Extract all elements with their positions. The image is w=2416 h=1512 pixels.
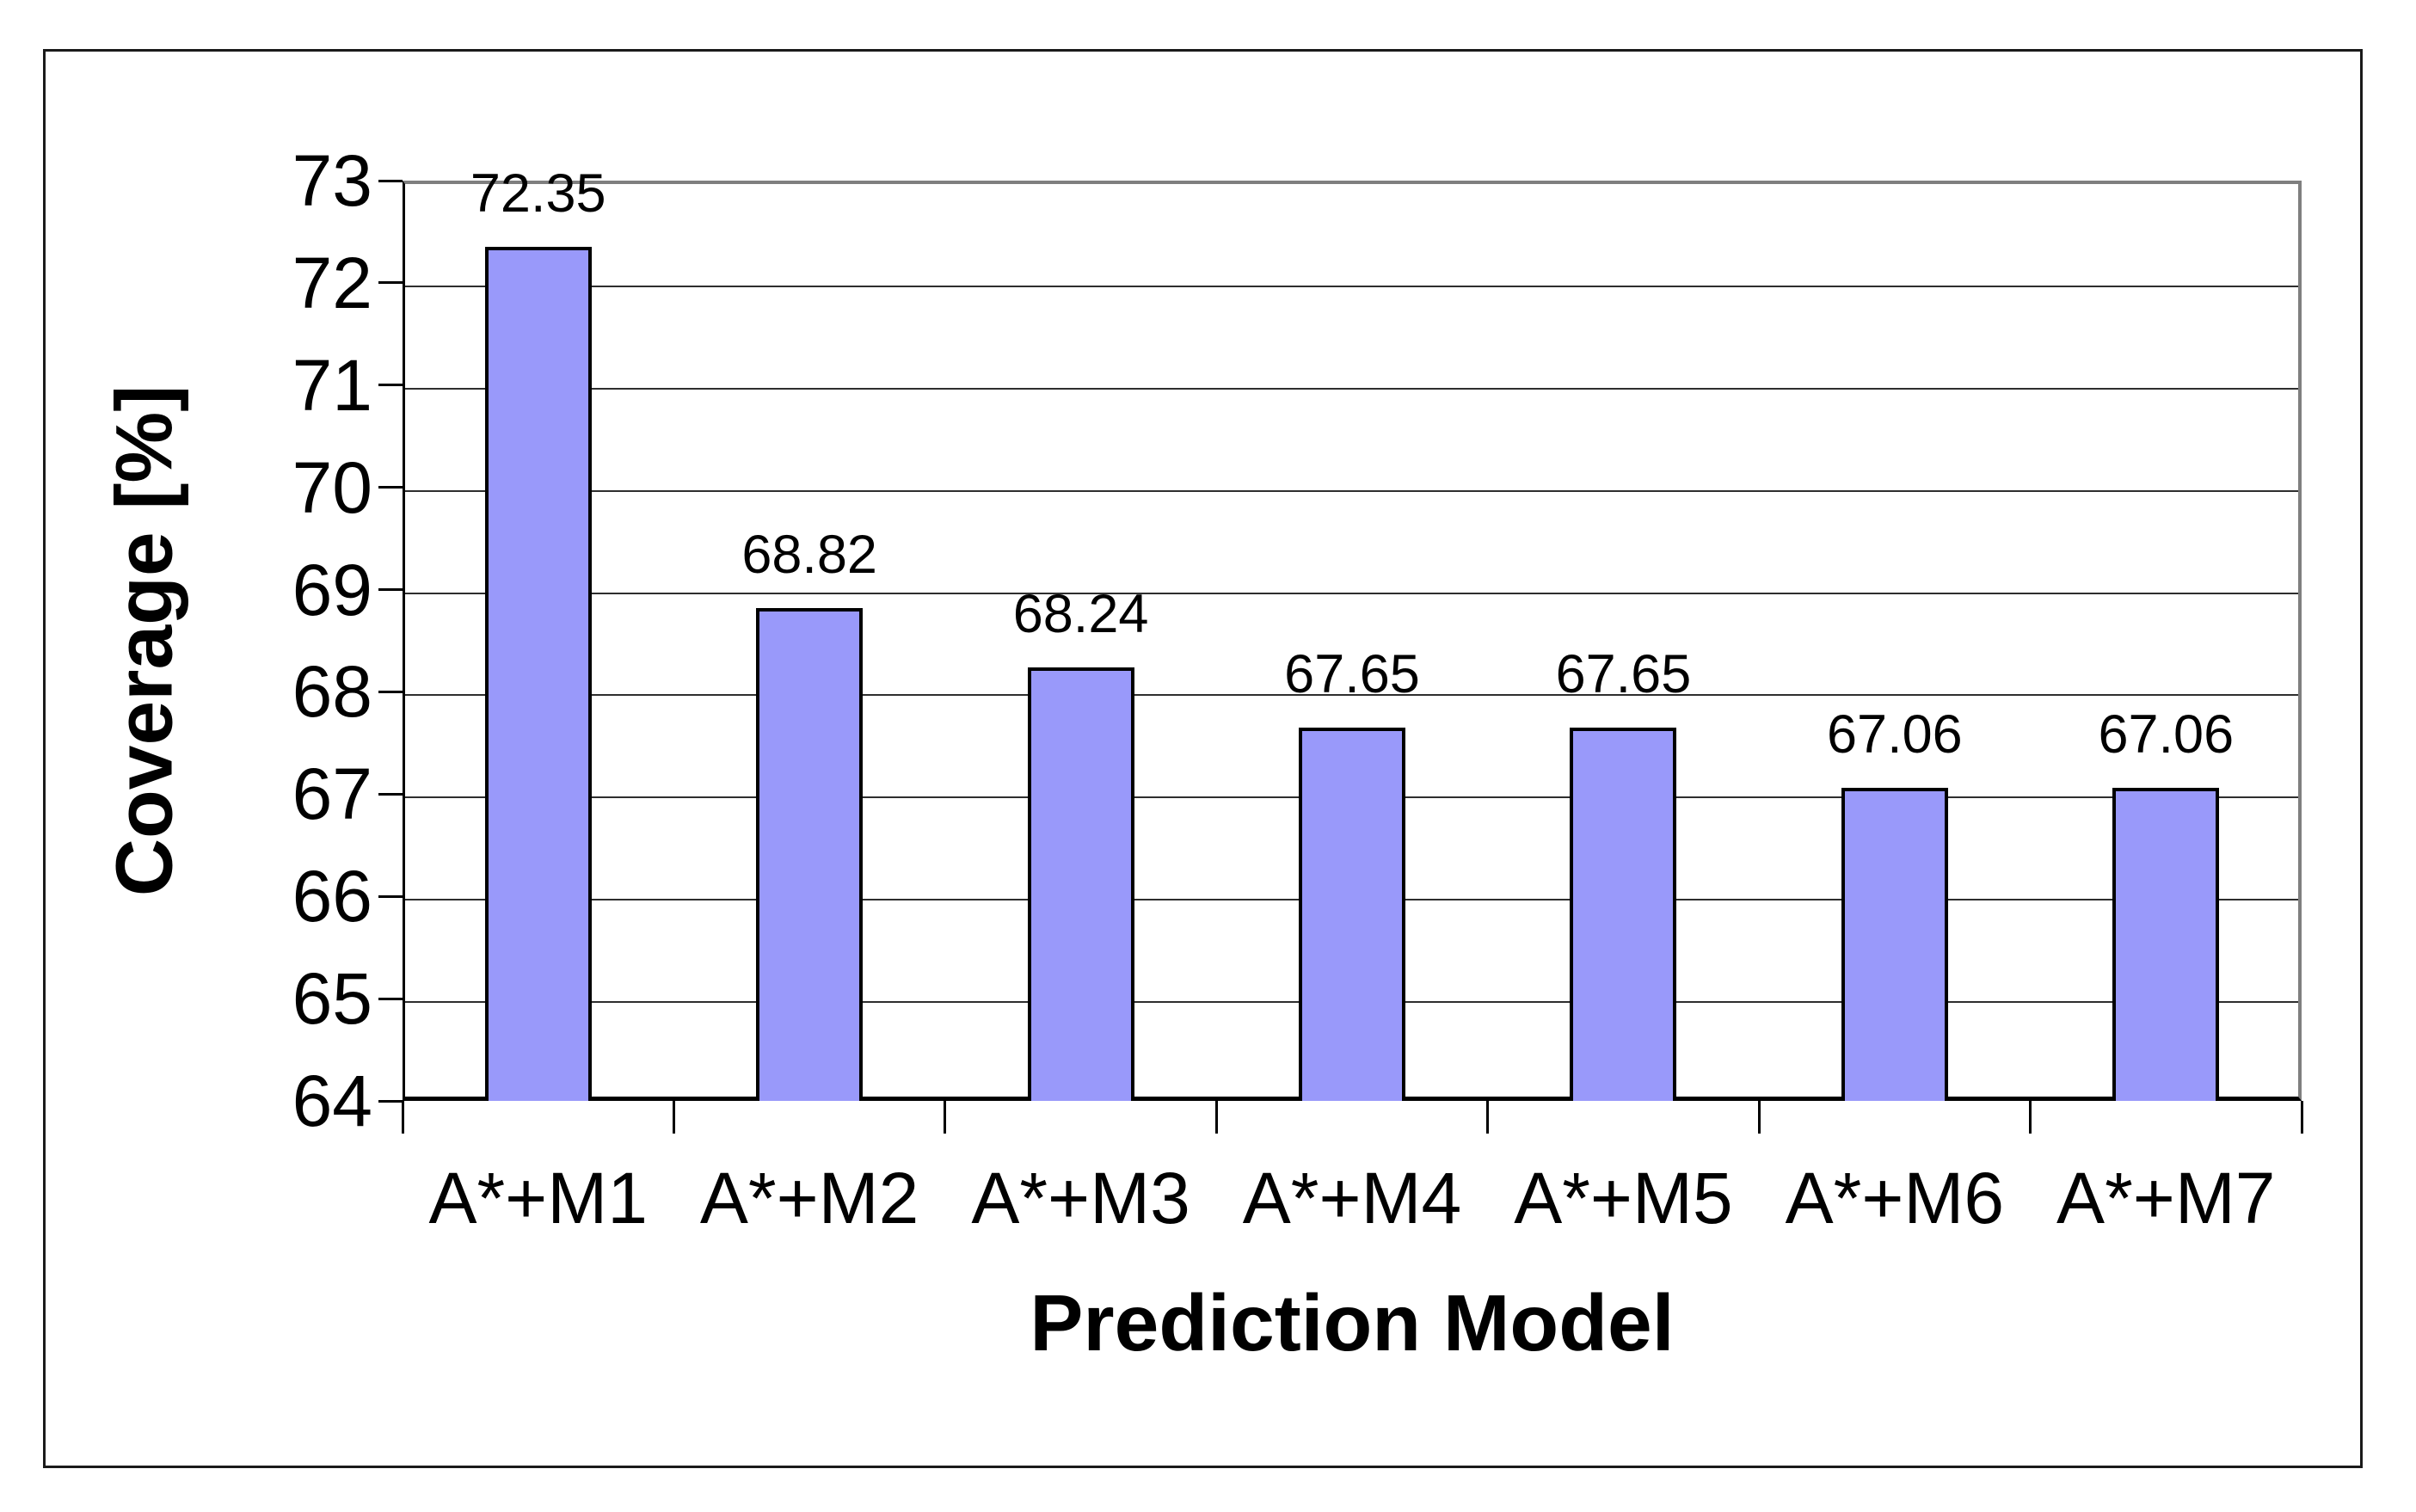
x-axis-title: Prediction Model <box>1030 1278 1675 1368</box>
y-tick-label: 73 <box>292 140 372 221</box>
bar-value-label: 72.35 <box>470 163 606 224</box>
y-axis-tick <box>378 281 403 285</box>
gridline <box>405 694 2298 697</box>
y-tick-label: 72 <box>292 242 372 323</box>
y-axis-tick <box>378 690 403 693</box>
bar-value-label: 67.65 <box>1555 644 1692 705</box>
y-tick-label: 68 <box>292 651 372 733</box>
y-tick-label: 64 <box>292 1060 372 1141</box>
y-tick-label: 65 <box>292 958 372 1040</box>
bar <box>1570 728 1677 1101</box>
gridline <box>405 387 2298 390</box>
x-category-label: A*+M7 <box>2056 1158 2276 1238</box>
x-axis-tick <box>2029 1101 2032 1134</box>
y-tick-label: 70 <box>292 446 372 528</box>
y-axis-title: Coverage [%] <box>99 384 189 897</box>
gridline <box>405 285 2298 287</box>
x-category-label: A*+M3 <box>971 1158 1190 1238</box>
bar-value-label: 67.06 <box>1827 704 1963 765</box>
bar <box>2112 788 2220 1101</box>
x-axis-tick <box>672 1101 675 1134</box>
y-axis-tick <box>378 894 403 898</box>
x-axis-tick <box>944 1101 947 1134</box>
bar-value-label: 68.24 <box>1012 583 1149 644</box>
x-axis-tick <box>1214 1101 1218 1134</box>
x-category-label: A*+M5 <box>1514 1158 1733 1238</box>
x-axis-tick <box>2300 1101 2303 1134</box>
x-category-label: A*+M2 <box>699 1158 919 1238</box>
y-axis-tick <box>378 588 403 592</box>
x-axis-tick <box>401 1101 404 1134</box>
x-category-label: A*+M1 <box>428 1158 648 1238</box>
x-axis-tick <box>1757 1101 1761 1134</box>
x-category-label: A*+M4 <box>1242 1158 1462 1238</box>
y-tick-label: 67 <box>292 753 372 835</box>
chart-figure-border: 64 65 66 67 68 69 70 71 72 73 72.35 A*+M1 68.82 A*+M2… <box>43 49 2363 1468</box>
bar-value-label: 67.06 <box>2098 704 2235 765</box>
bar-value-label: 68.82 <box>741 524 877 585</box>
gridline <box>405 592 2298 594</box>
bar <box>756 607 864 1101</box>
y-axis-tick <box>378 997 403 1000</box>
gridline <box>405 489 2298 492</box>
y-axis-tick <box>378 179 403 182</box>
bar <box>484 247 592 1101</box>
bar <box>1027 667 1134 1101</box>
bar-value-label: 67.65 <box>1284 644 1420 705</box>
y-tick-label: 69 <box>292 549 372 630</box>
y-tick-label: 66 <box>292 856 372 937</box>
y-axis-tick <box>378 384 403 387</box>
y-axis-tick <box>378 792 403 796</box>
y-axis-tick <box>378 486 403 489</box>
y-tick-label: 71 <box>292 344 372 426</box>
bar <box>1299 728 1405 1101</box>
x-category-label: A*+M6 <box>1785 1158 2005 1238</box>
bar <box>1841 788 1948 1101</box>
x-axis-tick <box>1486 1101 1490 1134</box>
y-axis-tick <box>378 1099 403 1103</box>
